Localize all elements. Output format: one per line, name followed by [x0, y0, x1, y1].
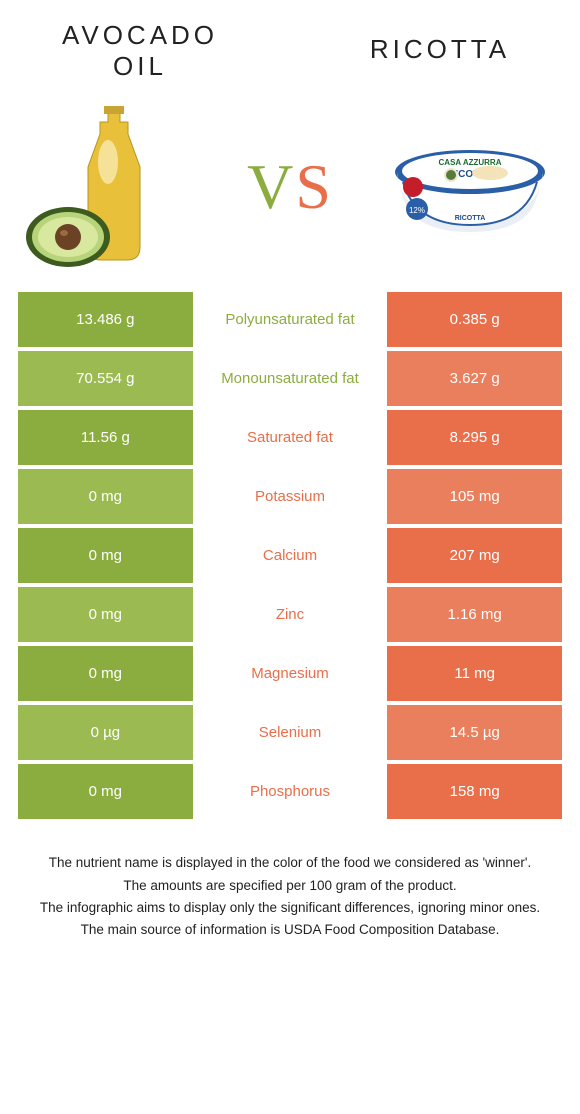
table-row: 0 µgSelenium14.5 µg: [18, 705, 562, 760]
left-food-image: [20, 102, 200, 272]
right-value: 105 mg: [387, 469, 562, 524]
left-value: 0 mg: [18, 528, 193, 583]
right-food-title: Ricotta: [340, 20, 540, 82]
left-value: 0 mg: [18, 469, 193, 524]
right-value: 14.5 µg: [387, 705, 562, 760]
nutrient-label: Phosphorus: [193, 764, 388, 819]
left-title-line1: Avocado: [62, 20, 218, 50]
ricotta-icon: CASA AZZURRA RICOTTA 12% RICOTTA: [385, 127, 555, 247]
table-row: 0 mgMagnesium11 mg: [18, 646, 562, 701]
right-value: 1.16 mg: [387, 587, 562, 642]
nutrient-label: Potassium: [193, 469, 388, 524]
table-row: 11.56 gSaturated fat8.295 g: [18, 410, 562, 465]
vs-label: VS: [247, 150, 333, 224]
nutrient-label: Zinc: [193, 587, 388, 642]
nutrient-table: 13.486 gPolyunsaturated fat0.385 g70.554…: [0, 292, 580, 819]
left-value: 11.56 g: [18, 410, 193, 465]
left-value: 0 mg: [18, 764, 193, 819]
right-value: 8.295 g: [387, 410, 562, 465]
footnote-3: The infographic aims to display only the…: [22, 898, 558, 918]
table-row: 70.554 gMonounsaturated fat3.627 g: [18, 351, 562, 406]
footnote-4: The main source of information is USDA F…: [22, 920, 558, 940]
left-value: 0 mg: [18, 646, 193, 701]
table-row: 0 mgCalcium207 mg: [18, 528, 562, 583]
table-row: 0 mgPhosphorus158 mg: [18, 764, 562, 819]
footnotes: The nutrient name is displayed in the co…: [0, 823, 580, 940]
right-value: 207 mg: [387, 528, 562, 583]
vs-s: S: [295, 151, 333, 222]
nutrient-label: Monounsaturated fat: [193, 351, 388, 406]
svg-text:RICOTTA: RICOTTA: [455, 215, 486, 222]
table-row: 13.486 gPolyunsaturated fat0.385 g: [18, 292, 562, 347]
svg-text:CASA AZZURRA: CASA AZZURRA: [439, 158, 502, 167]
left-value: 0 mg: [18, 587, 193, 642]
nutrient-label: Polyunsaturated fat: [193, 292, 388, 347]
nutrient-label: Selenium: [193, 705, 388, 760]
images-row: VS CASA AZZURRA RICOTTA 12% RICOTTA: [0, 92, 580, 292]
footnote-2: The amounts are specified per 100 gram o…: [22, 876, 558, 896]
nutrient-label: Magnesium: [193, 646, 388, 701]
left-value: 0 µg: [18, 705, 193, 760]
left-title-line2: oil: [113, 51, 167, 81]
svg-text:12%: 12%: [409, 206, 425, 215]
header: Avocado oil Ricotta: [0, 0, 580, 92]
nutrient-label: Calcium: [193, 528, 388, 583]
left-value: 70.554 g: [18, 351, 193, 406]
right-food-image: CASA AZZURRA RICOTTA 12% RICOTTA: [380, 102, 560, 272]
right-title: Ricotta: [370, 34, 510, 64]
right-value: 3.627 g: [387, 351, 562, 406]
left-value: 13.486 g: [18, 292, 193, 347]
left-food-title: Avocado oil: [40, 20, 240, 82]
right-value: 0.385 g: [387, 292, 562, 347]
right-value: 158 mg: [387, 764, 562, 819]
footnote-1: The nutrient name is displayed in the co…: [22, 853, 558, 873]
vs-v: V: [247, 151, 295, 222]
table-row: 0 mgZinc1.16 mg: [18, 587, 562, 642]
right-value: 11 mg: [387, 646, 562, 701]
avocado-oil-icon: [20, 102, 200, 272]
nutrient-label: Saturated fat: [193, 410, 388, 465]
table-row: 0 mgPotassium105 mg: [18, 469, 562, 524]
